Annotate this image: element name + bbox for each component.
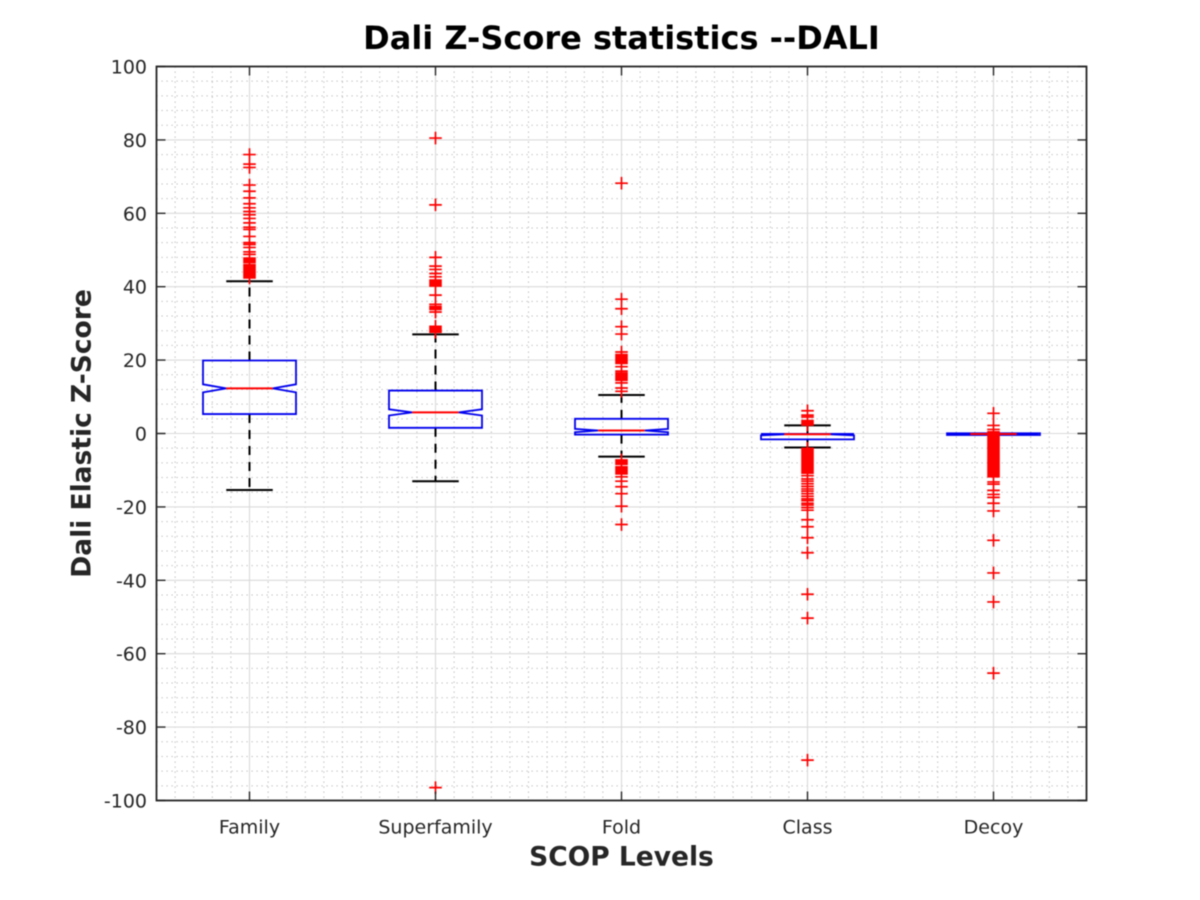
x-tick-label-superfamily: Superfamily <box>378 817 492 839</box>
box-group-family <box>202 148 297 492</box>
box-group-decoy <box>946 407 1041 680</box>
x-tick-label-family: Family <box>219 817 280 839</box>
box-group-superfamily <box>388 131 483 794</box>
y-tick-label: -20 <box>116 497 147 519</box>
y-tick-labels: -100 -80 -60 -40 -20 0 20 40 60 80 100 <box>104 57 147 813</box>
box-outline <box>574 417 669 436</box>
y-tick-label: 60 <box>123 203 147 225</box>
y-tick-label: -100 <box>104 791 147 813</box>
boxplot-series <box>202 131 1041 794</box>
x-tick-label-class: Class <box>783 817 833 839</box>
y-tick-label: -60 <box>116 644 147 666</box>
box-outline <box>760 433 855 441</box>
x-tick-label-decoy: Decoy <box>964 817 1024 839</box>
y-tick-label: 40 <box>123 277 147 299</box>
tick-marks-path <box>156 65 1087 802</box>
x-axis-label: SCOP Levels <box>529 842 714 873</box>
chart-title: Dali Z-Score statistics --DALI <box>363 19 880 57</box>
outlier-markers <box>801 404 814 767</box>
box-group-class <box>760 404 855 767</box>
x-tick-labels: Family Superfamily Fold Class Decoy <box>219 817 1023 839</box>
outlier-markers <box>987 407 1000 680</box>
box-outline <box>202 359 297 415</box>
y-tick-label: 0 <box>135 424 147 446</box>
box-outline <box>388 389 483 429</box>
y-tick-label: -40 <box>116 570 147 592</box>
y-axis-label: Dali Elastic Z-Score <box>67 289 98 578</box>
outlier-markers <box>429 131 442 794</box>
x-tick-label-fold: Fold <box>602 817 641 839</box>
box-group-fold <box>574 176 669 531</box>
box-outline <box>946 432 1041 436</box>
y-tick-label: 80 <box>123 130 147 152</box>
axis-ticks <box>156 65 1087 802</box>
outlier-markers <box>615 176 628 531</box>
y-tick-label: 20 <box>123 350 147 372</box>
y-tick-label: -80 <box>116 717 147 739</box>
outlier-markers <box>243 148 256 285</box>
y-tick-label: 100 <box>111 57 147 79</box>
